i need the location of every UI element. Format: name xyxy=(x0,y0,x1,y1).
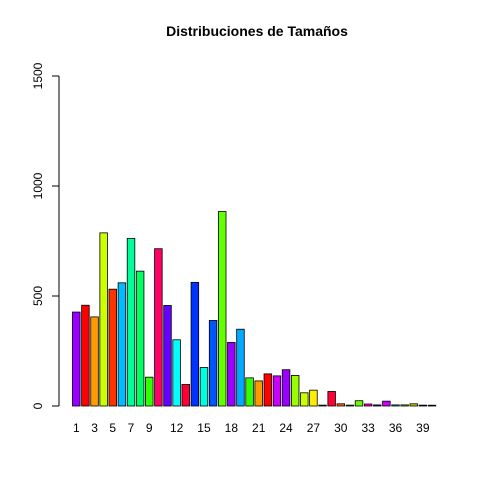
bar-22 xyxy=(263,373,273,407)
bars-group xyxy=(72,211,437,407)
bar-13 xyxy=(181,384,190,407)
bar-21 xyxy=(254,380,263,407)
x-tick-label: 9 xyxy=(146,421,153,435)
bar-5 xyxy=(108,288,117,407)
bar-18 xyxy=(227,342,236,407)
bar-34 xyxy=(373,404,382,407)
bar-4 xyxy=(99,232,108,407)
bar-6 xyxy=(117,282,127,407)
bar-26 xyxy=(300,392,309,407)
bar-38 xyxy=(409,403,418,407)
x-tick-labels: 1 3 5 7 9 12 15 18 21 24 27 30 33 36 39 xyxy=(73,421,430,435)
bar-29 xyxy=(327,391,336,407)
x-tick-label: 1 xyxy=(73,421,80,435)
bar-19 xyxy=(236,328,245,407)
bar-11 xyxy=(163,305,172,407)
bar-8 xyxy=(135,270,145,407)
x-tick-label: 12 xyxy=(170,421,184,435)
bar-39 xyxy=(418,404,428,407)
bar-23 xyxy=(272,375,282,407)
x-tick-label: 36 xyxy=(389,421,403,435)
x-tick-label: 5 xyxy=(109,421,116,435)
bar-28 xyxy=(318,404,327,407)
x-tick-label: 27 xyxy=(307,421,321,435)
y-tick-label: 500 xyxy=(31,286,45,306)
bar-27 xyxy=(309,389,318,407)
bar-10 xyxy=(154,248,163,407)
y-tick-label: 1500 xyxy=(31,62,45,89)
bar-36 xyxy=(391,404,400,407)
x-tick-label: 24 xyxy=(279,421,293,435)
bar-9 xyxy=(145,376,154,407)
bar-15 xyxy=(199,367,209,407)
chart-title: Distribuciones de Tamaños xyxy=(166,23,348,39)
x-tick-label: 18 xyxy=(225,421,239,435)
bar-35 xyxy=(382,400,391,407)
bar-3 xyxy=(90,316,99,407)
x-tick-label: 7 xyxy=(128,421,135,435)
bar-2 xyxy=(81,304,90,407)
x-tick-label: 39 xyxy=(416,421,430,435)
x-tick-label: 3 xyxy=(91,421,98,435)
x-tick-label: 33 xyxy=(361,421,375,435)
bar-25 xyxy=(290,375,300,407)
bar-37 xyxy=(400,404,409,407)
y-tick-label: 1000 xyxy=(31,172,45,199)
x-tick-label: 30 xyxy=(334,421,348,435)
bar-30 xyxy=(336,403,345,407)
bar-7 xyxy=(126,237,136,407)
bar-40 xyxy=(427,404,437,407)
bar-16 xyxy=(208,320,218,407)
bar-24 xyxy=(281,369,291,407)
bar-33 xyxy=(363,403,373,407)
bar-1 xyxy=(72,311,81,407)
bar-20 xyxy=(245,377,254,407)
y-axis: 0 500 1000 1500 xyxy=(31,62,60,409)
y-tick-label: 0 xyxy=(31,402,45,409)
bar-17 xyxy=(218,211,227,407)
bar-32 xyxy=(354,400,364,407)
x-tick-label: 15 xyxy=(197,421,211,435)
bar-31 xyxy=(345,404,355,407)
bar-14 xyxy=(190,281,200,407)
bar-12 xyxy=(172,339,181,407)
x-tick-label: 21 xyxy=(252,421,266,435)
